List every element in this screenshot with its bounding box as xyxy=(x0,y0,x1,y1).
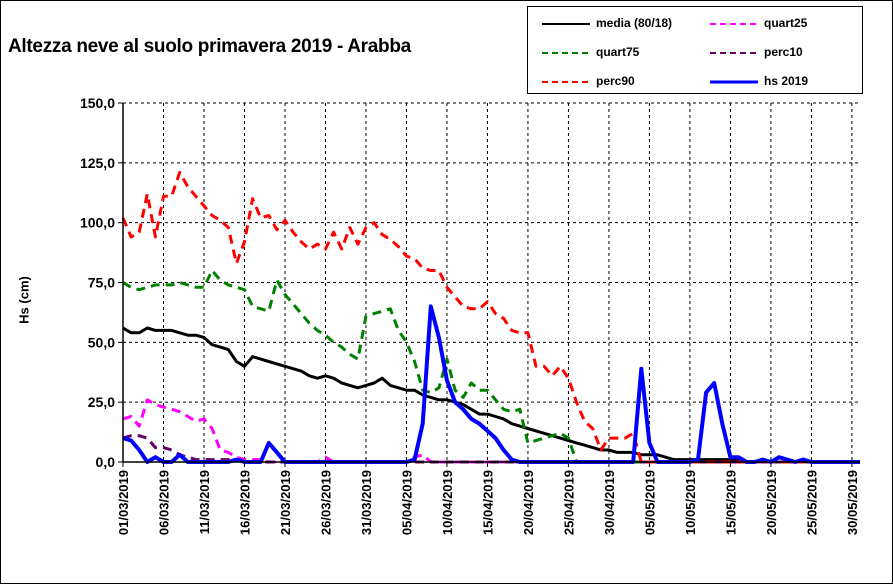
x-tick-label: 11/03/2019 xyxy=(197,470,212,534)
x-tick-label: 15/04/2019 xyxy=(480,470,495,535)
legend-item-quart25: quart25 xyxy=(708,15,858,33)
x-tick-label: 10/05/2019 xyxy=(683,470,698,535)
x-tick-label: 06/03/2019 xyxy=(156,470,171,535)
legend-item-perc10: perc10 xyxy=(708,44,858,62)
y-tick-label: 50,0 xyxy=(88,334,115,350)
y-axis-label: Hs (cm) xyxy=(16,276,32,324)
legend-item-quart75: quart75 xyxy=(540,44,710,62)
legend-swatch xyxy=(542,23,590,25)
x-tick-label: 05/05/2019 xyxy=(642,470,657,535)
legend-label: hs 2019 xyxy=(764,74,809,88)
legend-label: perc10 xyxy=(764,45,803,59)
legend-swatch xyxy=(710,52,758,54)
legend-label: media (80/18) xyxy=(596,16,673,30)
x-tick-label: 05/04/2019 xyxy=(399,470,414,535)
x-tick-label: 20/04/2019 xyxy=(521,470,536,535)
y-tick-label: 0,0 xyxy=(96,454,116,470)
x-tick-label: 15/05/2019 xyxy=(723,470,738,535)
x-tick-label: 26/03/2019 xyxy=(318,470,333,535)
legend-item-hs2019: hs 2019 xyxy=(708,73,858,91)
y-tick-label: 125,0 xyxy=(80,155,115,171)
y-tick-label: 75,0 xyxy=(88,275,115,291)
legend-swatch xyxy=(542,52,590,54)
legend-label: quart25 xyxy=(764,16,808,30)
legend-item-media: media (80/18) xyxy=(540,15,710,33)
x-tick-label: 25/05/2019 xyxy=(804,470,819,535)
series-line-media-80-18- xyxy=(122,326,860,464)
legend-swatch xyxy=(710,80,758,84)
chart-title: Altezza neve al suolo primavera 2019 - A… xyxy=(8,36,411,57)
legend-swatch xyxy=(542,81,590,83)
legend-swatch xyxy=(710,23,758,25)
x-tick-label: 01/03/2019 xyxy=(116,470,131,535)
legend-label: quart75 xyxy=(596,45,640,59)
x-tick-label: 20/05/2019 xyxy=(764,470,779,535)
x-tick-label: 30/05/2019 xyxy=(845,470,860,535)
y-tick-label: 100,0 xyxy=(80,215,115,231)
y-tick-label: 25,0 xyxy=(88,394,115,410)
x-tick-label: 10/04/2019 xyxy=(440,470,455,535)
x-tick-label: 16/03/2019 xyxy=(237,470,252,535)
legend-label: perc90 xyxy=(596,74,635,88)
x-tick-label: 21/03/2019 xyxy=(278,470,293,535)
y-tick-label: 150,0 xyxy=(80,95,115,111)
legend-item-perc90: perc90 xyxy=(540,73,710,91)
x-tick-label: 25/04/2019 xyxy=(561,470,576,535)
x-tick-label: 30/04/2019 xyxy=(602,470,617,535)
x-tick-label: 31/03/2019 xyxy=(359,470,374,535)
legend: media (80/18) quart25 quart75 perc10 per… xyxy=(527,6,863,94)
